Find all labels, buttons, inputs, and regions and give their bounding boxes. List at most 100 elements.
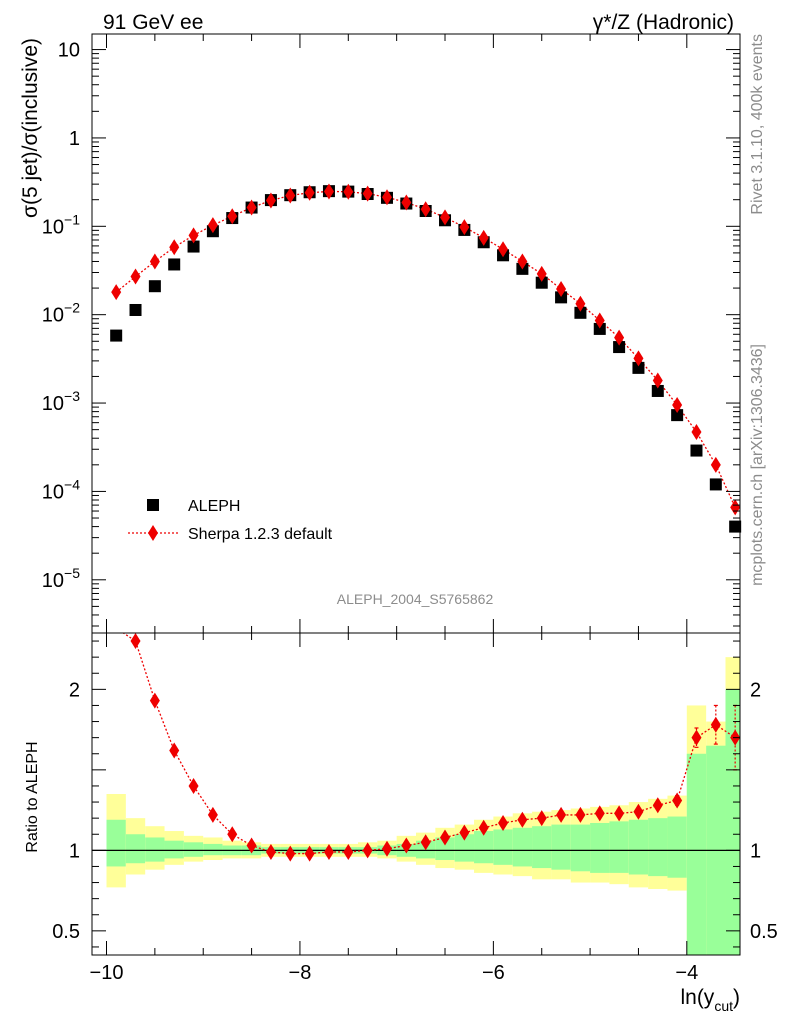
main-y-tick-label: 10−2 bbox=[42, 300, 80, 327]
band-inner-bin bbox=[570, 824, 591, 872]
band-inner-bin bbox=[435, 837, 455, 861]
sherpa-point bbox=[401, 194, 412, 211]
band-inner-bin bbox=[474, 831, 494, 864]
tick-label-base: 10 bbox=[42, 216, 64, 238]
main-y-tick-label: 1 bbox=[69, 128, 80, 150]
ratio-sherpa-point bbox=[594, 805, 605, 822]
aleph-point bbox=[593, 322, 606, 335]
sherpa-point bbox=[130, 268, 141, 285]
ratio-sherpa-point bbox=[440, 829, 451, 846]
sherpa-point bbox=[343, 183, 354, 200]
aleph-point bbox=[555, 291, 568, 304]
ratio-panel: 0.5 0.5 1 1 2 2 −10 −8 −6 −4 Ratio to ALEPH ln(yc… bbox=[24, 632, 778, 1014]
ratio-sherpa-point bbox=[381, 840, 392, 857]
ratio-sherpa-point bbox=[652, 797, 663, 814]
ratio-sherpa-point bbox=[265, 843, 276, 860]
ratio-sherpa-point bbox=[323, 843, 334, 860]
sherpa-point bbox=[440, 209, 451, 226]
aleph-point bbox=[690, 444, 703, 457]
tick-label-exponent: −1 bbox=[64, 211, 80, 227]
aleph-point bbox=[613, 341, 626, 354]
band-inner-bin bbox=[532, 826, 552, 869]
ratio-y-tick-label-right: 2 bbox=[750, 679, 761, 701]
band-inner-bin bbox=[725, 689, 740, 955]
sherpa-point bbox=[207, 217, 218, 234]
ratio-y-tick-label-right: 0.5 bbox=[750, 921, 778, 943]
band-inner-bin bbox=[512, 827, 533, 867]
band-inner-bin bbox=[493, 829, 513, 865]
aleph-point bbox=[168, 258, 181, 271]
sherpa-point bbox=[633, 350, 644, 367]
sherpa-point bbox=[169, 239, 180, 256]
band-inner-bin bbox=[106, 819, 126, 867]
tick-label-base: 10 bbox=[42, 481, 64, 503]
main-y-tick-label: 10 bbox=[58, 40, 80, 62]
tick-label-exponent: −2 bbox=[64, 300, 80, 316]
tick-label-base: 10 bbox=[42, 393, 64, 415]
sherpa-point bbox=[730, 499, 741, 516]
sherpa-point bbox=[111, 284, 122, 301]
ratio-sherpa-point bbox=[536, 810, 547, 827]
sherpa-point bbox=[459, 219, 470, 236]
x-axis-label-end: ) bbox=[733, 986, 740, 1009]
band-inner-bin bbox=[203, 843, 223, 856]
ratio-y-axis-label: Ratio to ALEPH bbox=[24, 741, 41, 852]
ratio-ticks: 0.5 0.5 1 1 2 2 −10 −8 −6 −4 bbox=[52, 633, 778, 984]
band-inner-bin bbox=[628, 819, 649, 875]
ratio-sherpa-point bbox=[556, 806, 567, 823]
main-frame bbox=[91, 33, 741, 634]
ratio-sherpa-point bbox=[188, 777, 199, 794]
aleph-point bbox=[148, 280, 161, 293]
ratio-sherpa-point bbox=[633, 803, 644, 820]
band-inner-bin bbox=[686, 753, 707, 955]
legend-marker-sherpa bbox=[148, 525, 158, 541]
ratio-sherpa-point bbox=[246, 837, 257, 854]
aleph-point bbox=[671, 409, 684, 422]
tick-label-exponent: −5 bbox=[64, 565, 80, 581]
mcplots-source-label: mcplots.cern.ch [arXiv:1306.3436] bbox=[749, 344, 766, 586]
sherpa-point bbox=[265, 192, 276, 209]
sherpa-point bbox=[478, 229, 489, 246]
sherpa-point bbox=[149, 253, 160, 270]
x-axis-label-sub: cut bbox=[714, 998, 733, 1014]
ratio-sherpa-point bbox=[575, 806, 586, 823]
ratio-sherpa-point bbox=[227, 826, 238, 843]
ratio-y-tick-label: 1 bbox=[69, 840, 80, 862]
ratio-y-tick-label-right: 1 bbox=[750, 840, 761, 862]
sherpa-point bbox=[227, 208, 238, 225]
band-inner-bin bbox=[551, 824, 571, 870]
band-inner-bin bbox=[667, 816, 687, 878]
ratio-x-tick-label: −6 bbox=[482, 962, 505, 984]
sherpa-point bbox=[691, 424, 702, 441]
ratio-sherpa-point bbox=[169, 742, 180, 759]
ratio-sherpa-point bbox=[710, 716, 721, 733]
tick-label-base: 10 bbox=[42, 305, 64, 327]
ratio-sherpa-point bbox=[498, 814, 509, 831]
sherpa-point bbox=[517, 253, 528, 270]
sherpa-point bbox=[575, 295, 586, 312]
ratio-x-axis-label: ln(ycut) bbox=[680, 986, 740, 1014]
ratio-x-tick-label: −4 bbox=[675, 962, 698, 984]
header-left: 91 GeV ee bbox=[103, 11, 203, 34]
sherpa-point bbox=[323, 183, 334, 200]
ratio-marks bbox=[122, 633, 740, 862]
ratio-sherpa-point bbox=[691, 729, 702, 746]
aleph-point bbox=[574, 306, 587, 319]
ratio-sherpa-point bbox=[672, 792, 683, 809]
sherpa-point bbox=[381, 189, 392, 206]
aleph-point bbox=[651, 384, 664, 397]
tick-label-exponent: −3 bbox=[64, 388, 80, 404]
legend: ALEPH Sherpa 1.2.3 default bbox=[128, 498, 333, 543]
ratio-y-tick-label: 2 bbox=[69, 679, 80, 701]
ratio-sherpa-point bbox=[517, 811, 528, 828]
legend-marker-aleph bbox=[147, 499, 159, 511]
band-inner-bin bbox=[648, 818, 668, 877]
band-inner-bin bbox=[164, 840, 184, 859]
sherpa-point bbox=[304, 184, 315, 201]
aleph-point bbox=[709, 478, 722, 491]
sherpa-point bbox=[246, 199, 257, 216]
ratio-sherpa-point bbox=[401, 837, 412, 854]
